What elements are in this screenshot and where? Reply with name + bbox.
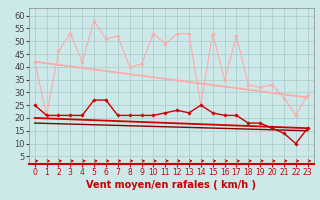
X-axis label: Vent moyen/en rafales ( km/h ): Vent moyen/en rafales ( km/h )	[86, 180, 256, 190]
